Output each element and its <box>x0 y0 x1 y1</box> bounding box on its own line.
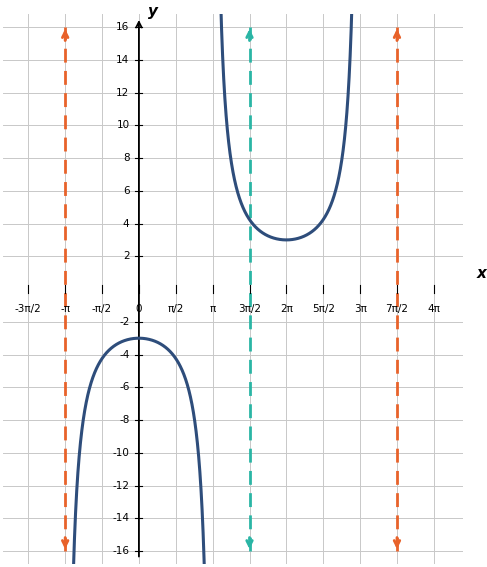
Text: 2π: 2π <box>280 304 293 314</box>
Text: 12: 12 <box>116 87 130 98</box>
Text: -10: -10 <box>112 448 130 458</box>
Text: 4: 4 <box>123 218 130 229</box>
Text: 8: 8 <box>123 153 130 163</box>
Text: 0: 0 <box>136 304 142 314</box>
Text: 5π/2: 5π/2 <box>312 304 335 314</box>
Text: y: y <box>149 4 158 19</box>
Text: 4π: 4π <box>428 304 440 314</box>
Text: 10: 10 <box>116 120 130 130</box>
Text: 2: 2 <box>123 251 130 261</box>
Text: 3π/2: 3π/2 <box>238 304 261 314</box>
Text: -2: -2 <box>119 317 130 327</box>
Text: 16: 16 <box>116 22 130 32</box>
Text: -4: -4 <box>119 350 130 359</box>
Text: π/2: π/2 <box>168 304 184 314</box>
Text: 6: 6 <box>123 186 130 196</box>
Text: π: π <box>209 304 216 314</box>
Text: -8: -8 <box>119 415 130 425</box>
Text: -6: -6 <box>119 382 130 392</box>
Text: -16: -16 <box>112 546 130 556</box>
Text: -π/2: -π/2 <box>92 304 112 314</box>
Text: x: x <box>477 266 487 281</box>
Text: -14: -14 <box>112 513 130 523</box>
Text: 14: 14 <box>116 55 130 65</box>
Text: -12: -12 <box>112 481 130 490</box>
Text: 3π: 3π <box>354 304 367 314</box>
Text: -π: -π <box>60 304 70 314</box>
Text: -3π/2: -3π/2 <box>15 304 42 314</box>
Text: 7π/2: 7π/2 <box>386 304 409 314</box>
